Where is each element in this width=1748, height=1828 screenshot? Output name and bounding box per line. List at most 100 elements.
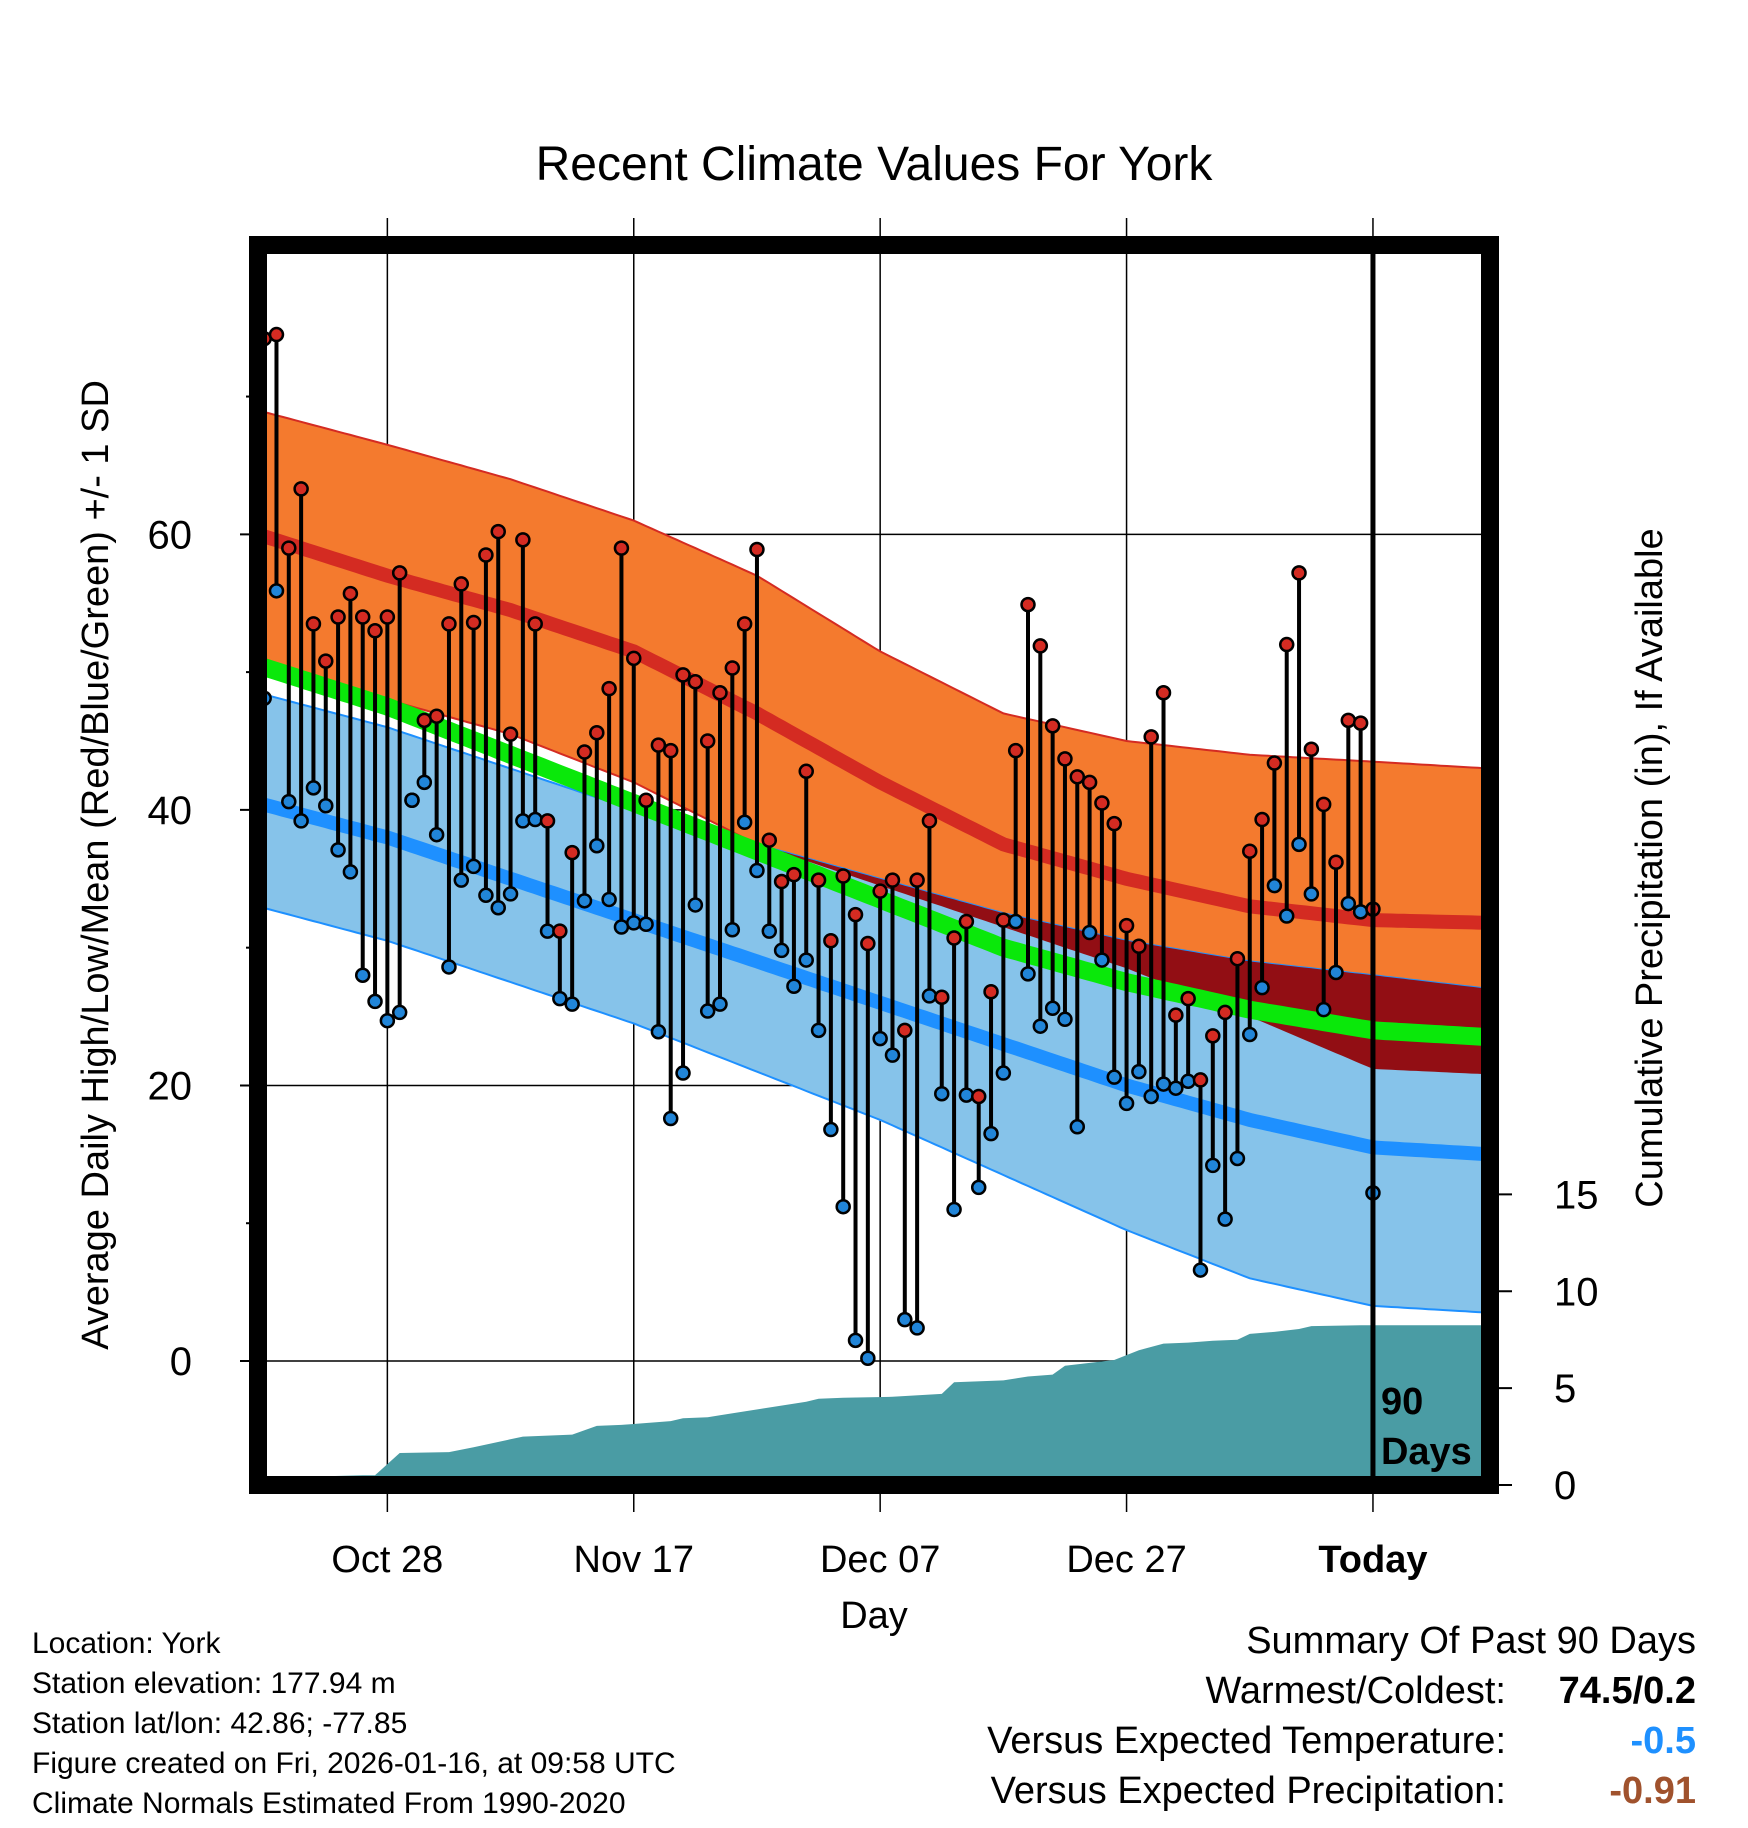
daily-low-point — [860, 1350, 876, 1366]
daily-high-point — [391, 565, 408, 581]
x-tick-label: Dec 27 — [1066, 1539, 1186, 1581]
elevation-text: Station elevation: 177.94 m — [32, 1667, 396, 1700]
daily-high-point — [958, 913, 975, 930]
mean-normal-line — [258, 656, 1490, 1047]
daily-high-point — [638, 792, 654, 808]
daily-high-point — [699, 733, 716, 749]
daily-high-point — [1081, 774, 1098, 791]
x-tick-label: Dec 07 — [820, 1539, 940, 1581]
daily-low-point — [626, 915, 642, 931]
daily-high-point — [379, 609, 396, 625]
daily-high-point — [1229, 950, 1246, 967]
daily-low-point — [428, 826, 445, 843]
x-tick-label: Nov 17 — [574, 1539, 694, 1581]
daily-low-point — [650, 1023, 667, 1040]
daily-low-point — [909, 1320, 925, 1336]
daily-low-point — [1352, 904, 1369, 920]
daily-high-point — [576, 744, 593, 760]
cumulative-precip-area — [258, 1325, 1490, 1485]
daily-high-point — [1217, 1004, 1233, 1021]
warm-cold-label: Warmest/Coldest: — [1205, 1670, 1506, 1712]
daily-low-point — [1069, 1119, 1086, 1135]
location-text: Location: York — [32, 1627, 221, 1660]
daily-high-point — [662, 742, 679, 759]
daily-low-point — [983, 1125, 999, 1142]
daily-low-point — [564, 996, 580, 1012]
daily-low-point — [601, 891, 617, 908]
daily-low-point — [712, 996, 728, 1012]
daily-high-point — [650, 737, 667, 753]
daily-high-point — [527, 616, 543, 632]
temp-label: Versus Expected Temperature: — [987, 1720, 1506, 1762]
precip-value: -0.91 — [1609, 1770, 1696, 1812]
daily-low-point — [675, 1065, 691, 1081]
daily-low-point — [1020, 966, 1036, 982]
x-axis-label: Day — [840, 1595, 908, 1637]
daily-high-point — [687, 674, 704, 690]
daily-high-point — [354, 609, 371, 625]
daily-high-point — [1057, 751, 1073, 767]
daily-high-point — [995, 912, 1012, 928]
daily-high-point — [934, 989, 950, 1006]
daily-high-point — [589, 724, 605, 741]
daily-low-point — [268, 583, 285, 599]
daily-high-point — [1069, 769, 1086, 785]
precipitation-area — [258, 1325, 1490, 1485]
daily-low-point — [921, 988, 938, 1004]
daily-high-point — [626, 650, 642, 667]
daily-low-point — [872, 1030, 888, 1047]
daily-low-point — [1217, 1211, 1233, 1227]
daily-low-point — [1229, 1150, 1246, 1167]
daily-low-point — [589, 837, 605, 854]
daily-high-point — [1266, 755, 1283, 771]
daily-high-point — [601, 680, 617, 697]
daily-high-point — [367, 623, 383, 639]
axes: 0 20 40 60 0 5 10 15 Oct 28 Nov 17 Dec 07 Dec 27 Tod… — [148, 395, 1599, 1581]
daily-high-point — [773, 873, 790, 890]
daily-low-point — [1168, 1080, 1184, 1096]
daily-low-point — [749, 862, 765, 879]
high-normal-band — [258, 409, 1490, 1076]
daily-low-point — [1278, 908, 1295, 924]
daily-high-point — [293, 481, 309, 497]
station-info: Location: York Station elevation: 177.94… — [32, 1624, 676, 1824]
daily-high-point — [1180, 990, 1196, 1007]
daily-low-point — [638, 916, 654, 932]
daily-low-point — [1044, 1000, 1061, 1017]
daily-low-point — [687, 897, 704, 913]
temp-value: -0.5 — [1630, 1720, 1696, 1762]
temp-row: Versus Expected Temperature: -0.5 — [987, 1716, 1696, 1766]
overlap-band — [258, 692, 1490, 1075]
daily-low-point — [391, 1004, 408, 1021]
daily-low-point — [613, 919, 630, 935]
daily-high-point — [675, 667, 691, 683]
daily-high-point — [1106, 815, 1122, 832]
daily-high-point — [1303, 741, 1320, 758]
daily-high-point — [1315, 796, 1332, 813]
y-tick-label: 20 — [148, 1064, 193, 1108]
daily-high-point — [1278, 636, 1295, 653]
daily-low-point — [281, 793, 297, 810]
created-text: Figure created on Fri, 2026-01-16, at 09… — [32, 1747, 676, 1780]
x-tick-label: Oct 28 — [331, 1539, 443, 1581]
daily-high-point — [835, 868, 851, 884]
daily-low-point — [1007, 913, 1024, 930]
y-tick-label: 60 — [148, 513, 193, 557]
daily-low-point — [1315, 1001, 1332, 1018]
daily-low-point — [823, 1121, 839, 1138]
y2-axis-label: Cumulative Precipitation (in), If Availa… — [1629, 528, 1671, 1207]
daily-low-point — [736, 814, 753, 831]
daily-high-point — [1032, 638, 1049, 654]
plot-frame — [249, 236, 1499, 1494]
daily-high-point — [884, 872, 901, 888]
daily-low-point — [354, 967, 371, 983]
daily-high-point — [823, 933, 839, 949]
y2-tick-label: 0 — [1554, 1464, 1576, 1508]
daily-high-point — [465, 614, 482, 631]
daily-low-point — [367, 993, 383, 1010]
daily-high-point — [749, 541, 765, 558]
daily-low-point — [1266, 877, 1283, 894]
daily-low-point — [1143, 1088, 1159, 1105]
daily-low-point — [995, 1065, 1012, 1081]
daily-high-point — [478, 547, 494, 563]
